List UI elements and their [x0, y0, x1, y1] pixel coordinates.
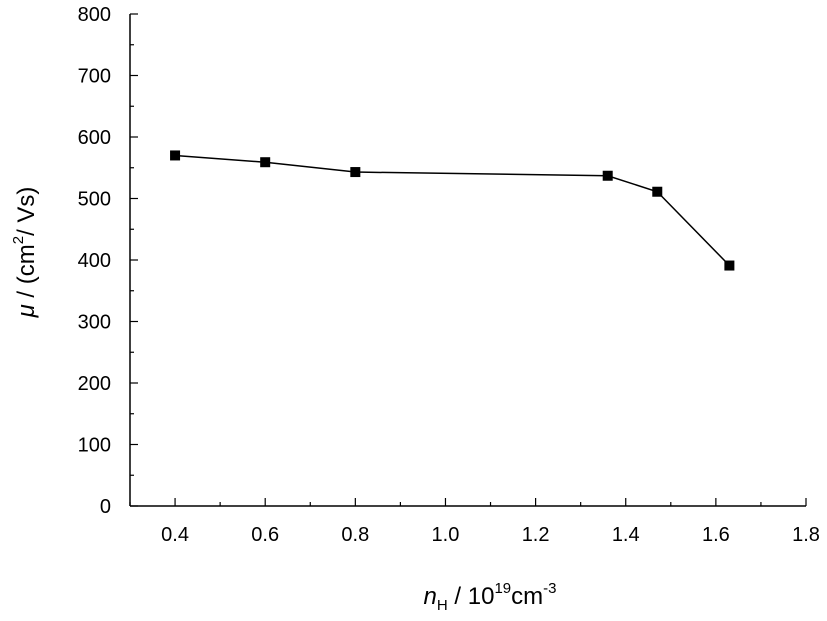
x-tick-label: 1.8 [792, 524, 820, 546]
x-tick-label: 0.6 [251, 524, 279, 546]
x-tick-label: 0.8 [341, 524, 369, 546]
series-line [175, 154, 730, 267]
x-tick-label: 1.0 [432, 524, 460, 546]
x-tick-label: 1.6 [702, 524, 730, 546]
x-tick-label: 0.4 [161, 524, 189, 546]
data-point-marker [652, 186, 663, 197]
y-tick-label: 700 [78, 66, 111, 88]
x-axis-subscript: H [437, 597, 448, 614]
y-tick-label: 500 [78, 189, 111, 211]
y-axis-unit: / Vs) [13, 187, 40, 236]
data-point-marker [724, 260, 735, 271]
x-axis-superscript: 19 [494, 580, 511, 597]
y-tick-label: 200 [78, 373, 111, 395]
y-tick-label: 300 [78, 312, 111, 334]
y-tick-label: 0 [100, 496, 111, 518]
data-point-marker [602, 170, 613, 181]
data-point-marker [170, 150, 181, 161]
y-tick-label: 800 [78, 4, 111, 26]
y-tick-label: 100 [78, 435, 111, 457]
y-axis-title: μ / (cm2/ Vs) [10, 187, 40, 319]
y-axis-text: / (cm [13, 244, 40, 304]
series-layer [170, 150, 735, 271]
x-tick-label: 1.4 [612, 524, 640, 546]
x-axis-unit-superscript: -3 [543, 580, 556, 597]
x-axis-text: / 10 [448, 583, 495, 610]
axes-layer [129, 14, 806, 507]
x-axis-unit: cm [511, 583, 543, 610]
x-axis-symbol: n [424, 583, 437, 610]
ticks-layer: 0 100 200 300 400 500 600 700 800 0.4 0.6 0.8 1.0 1.2… [78, 4, 820, 546]
x-axis-title: nH / 1019cm-3 [424, 580, 557, 614]
data-point-marker [260, 157, 271, 168]
y-tick-label: 600 [78, 127, 111, 149]
x-tick-label: 1.2 [522, 524, 550, 546]
y-tick-label: 400 [78, 250, 111, 272]
y-axis-superscript: 2 [10, 236, 27, 244]
data-point-marker [350, 167, 361, 178]
y-axis-symbol: μ [13, 304, 40, 318]
